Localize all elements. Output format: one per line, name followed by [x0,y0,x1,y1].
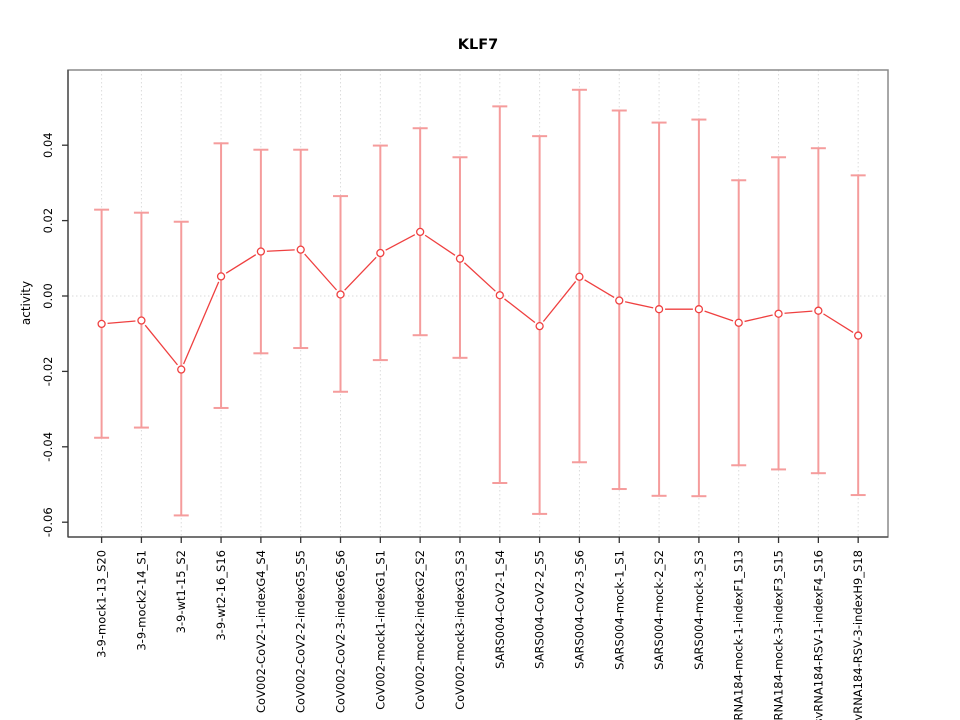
series-segment [463,262,496,292]
series-segment [744,314,773,323]
data-point [854,331,863,340]
series-segment [344,256,377,291]
data-point [137,316,146,325]
data-point [774,309,783,318]
x-tick-label: CoV002-CoV2-3-indexG6_S6 [334,550,348,713]
x-tick-label: SARS004-mock-3_S3 [692,550,706,670]
x-tick-label: SARS004-mock-2_S2 [652,550,666,670]
data-point [535,322,544,331]
data-point [575,272,584,281]
data-point [615,296,624,305]
series-segment [784,310,813,314]
series-segment [225,254,257,274]
x-tick-label: CoV002-mock1-indexG1_S1 [373,550,387,710]
x-tick-label: CoV002-mock2-indexG2_S2 [413,550,427,710]
x-tick-label: 3-9-mock1-13_S20 [95,550,109,658]
x-tick-label: svRNA184-RSV-1-indexF4_S16 [811,550,825,720]
series-segment [183,281,220,365]
y-tick-label: 0.02 [41,208,55,234]
data-point [376,248,385,258]
chart-title: KLF7 [458,37,498,53]
data-point [216,272,226,281]
data-point [336,290,345,299]
series-segment [624,301,654,309]
series-segment [304,253,338,291]
data-point [495,291,504,300]
plot-box [67,69,889,538]
series-segment [107,320,136,325]
series-segment [385,234,416,251]
x-tick-label: 3-9-wt2-16_S16 [214,550,228,641]
data-point [455,254,465,263]
x-tick-label: 3-9-mock2-14_S1 [134,550,148,651]
x-tick-label: SARS004-CoV2-3_S6 [572,550,586,669]
data-point [296,245,305,254]
x-tick-label: SARS004-CoV2-1_S4 [493,550,507,669]
data-point [177,365,186,374]
data-point [694,305,704,314]
series-segment [704,310,734,322]
y-tick-label: -0.02 [41,357,55,387]
x-tick-label: SARS004-CoV2-2_S5 [533,550,547,669]
y-tick-label: -0.06 [41,507,55,537]
data-point [734,318,743,327]
plot-area: 0.04 0.02 0.00 -0.02 -0.04 -0.06 3-9-mock1-13_… [41,69,889,720]
data-point [256,247,266,256]
series-segment [823,313,854,333]
x-tick-label: svRNA184-mock-1-indexF1_S13 [732,550,746,720]
series-segment [266,249,295,252]
series-segment [504,298,536,323]
y-axis-label: activity [19,281,33,325]
x-tick-label: svRNA184-mock-3-indexF3_S15 [772,550,786,720]
x-tick-label: 3-9-wt1-15_S2 [174,550,188,633]
x-tick-label: CoV002-CoV2-1-indexG4_S4 [254,550,268,713]
y-tick-label: -0.04 [41,432,55,462]
data-point [814,306,823,315]
x-tick-label: CoV002-mock3-indexG3_S3 [453,550,467,710]
series-segment [584,279,615,299]
data-point [97,319,106,329]
y-tick-label: 0.00 [41,283,55,309]
data-point [654,305,664,314]
series-segment [424,234,456,256]
x-tick-label: svRNA184-RSV-3-indexH9_S18 [851,550,865,720]
x-tick-label: SARS004-mock-1_S1 [612,550,626,670]
y-tick-label: 0.04 [41,132,55,158]
series-segment [144,324,178,366]
data-point [416,227,425,237]
series-segment [542,281,577,322]
x-tick-label: CoV002-CoV2-2-indexG5_S5 [294,550,308,713]
